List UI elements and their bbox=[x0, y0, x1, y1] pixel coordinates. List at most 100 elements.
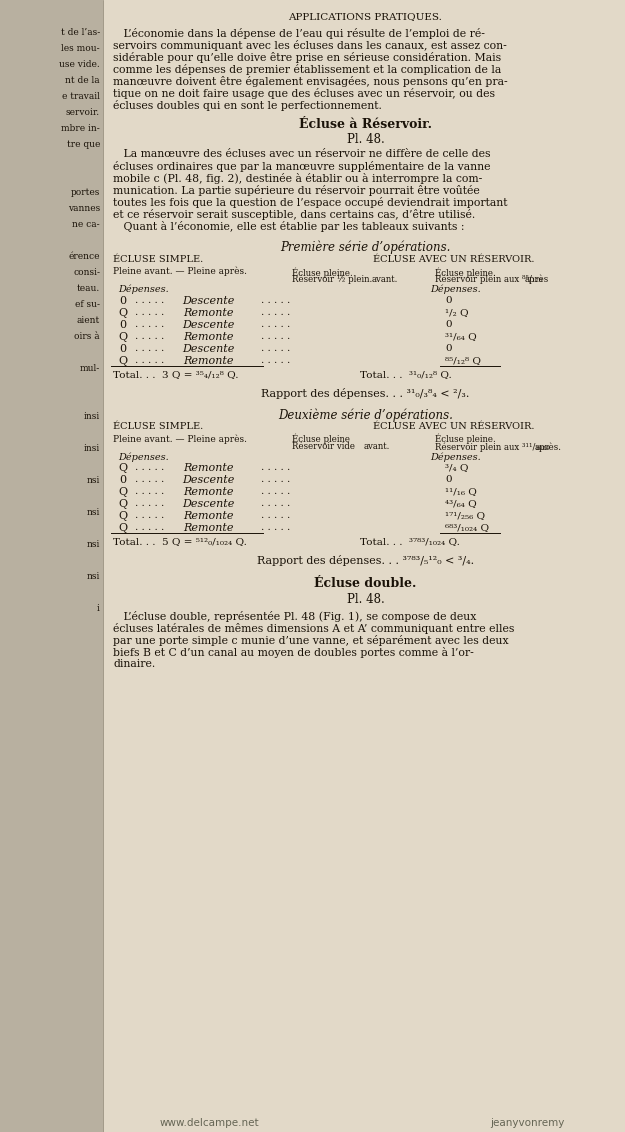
Text: Pl. 48.: Pl. 48. bbox=[347, 132, 384, 146]
Text: Dépenses.: Dépenses. bbox=[430, 452, 481, 462]
Text: ÉCLUSE AVEC UN RÉSERVOIR.: ÉCLUSE AVEC UN RÉSERVOIR. bbox=[373, 255, 535, 264]
Text: . . . . .: . . . . . bbox=[135, 511, 164, 520]
Text: ÉCLUSE AVEC UN RÉSERVOIR.: ÉCLUSE AVEC UN RÉSERVOIR. bbox=[373, 422, 535, 431]
Text: jeanyvonremy: jeanyvonremy bbox=[490, 1118, 564, 1127]
Text: ¹/₂ Q: ¹/₂ Q bbox=[445, 308, 469, 317]
Text: toutes les fois que la question de l’espace occupé deviendrait important: toutes les fois que la question de l’esp… bbox=[113, 197, 508, 208]
Text: 0: 0 bbox=[119, 295, 126, 306]
Text: . . . . .: . . . . . bbox=[135, 295, 164, 305]
Bar bbox=[0, 0, 103, 1132]
Text: Descente: Descente bbox=[182, 499, 234, 509]
Text: teau.: teau. bbox=[77, 284, 100, 293]
Text: Total. . .  ³⁷⁸³/₁₀₂₄ Q.: Total. . . ³⁷⁸³/₁₀₂₄ Q. bbox=[360, 537, 460, 546]
Text: . . . . .: . . . . . bbox=[261, 487, 290, 496]
Text: Pl. 48.: Pl. 48. bbox=[347, 593, 384, 606]
Text: sidérable pour qu’elle doive être prise en sérieuse considération. Mais: sidérable pour qu’elle doive être prise … bbox=[113, 52, 501, 63]
Text: Réservoir plein aux ⁸⁵/₁₂₈: Réservoir plein aux ⁸⁵/₁₂₈ bbox=[435, 275, 542, 284]
Text: Remonte: Remonte bbox=[182, 463, 233, 473]
Text: L’écluse double, représentée Pl. 48 (Fig. 1), se compose de deux: L’écluse double, représentée Pl. 48 (Fig… bbox=[113, 611, 476, 621]
Text: 0: 0 bbox=[445, 320, 452, 329]
Text: . . . . .: . . . . . bbox=[135, 344, 164, 353]
Text: . . . . .: . . . . . bbox=[261, 320, 290, 329]
Text: vannes: vannes bbox=[68, 204, 100, 213]
Text: Écluse double.: Écluse double. bbox=[314, 577, 417, 590]
Text: Q: Q bbox=[119, 499, 127, 509]
Text: mobile c (Pl. 48, fig. 2), destinée à établir ou à interrompre la com-: mobile c (Pl. 48, fig. 2), destinée à ét… bbox=[113, 173, 482, 185]
Text: . . . . .: . . . . . bbox=[261, 475, 290, 484]
Text: . . . . .: . . . . . bbox=[135, 475, 164, 484]
Text: t de l’as-: t de l’as- bbox=[61, 28, 100, 37]
Text: ⁴³/₆₄ Q: ⁴³/₆₄ Q bbox=[445, 499, 477, 508]
Text: Réservoir vide: Réservoir vide bbox=[292, 441, 355, 451]
Text: servoirs communiquant avec les écluses dans les canaux, est assez con-: servoirs communiquant avec les écluses d… bbox=[113, 40, 507, 51]
Text: par une porte simple c munie d’une vanne, et séparément avec les deux: par une porte simple c munie d’une vanne… bbox=[113, 635, 509, 646]
Text: ÉCLUSE SIMPLE.: ÉCLUSE SIMPLE. bbox=[113, 255, 203, 264]
Text: use vide.: use vide. bbox=[59, 60, 100, 69]
Text: Écluse à Réservoir.: Écluse à Réservoir. bbox=[299, 118, 432, 131]
Bar bbox=[103, 0, 625, 1132]
Text: ⁸⁵/₁₂⁸ Q: ⁸⁵/₁₂⁸ Q bbox=[445, 355, 481, 365]
Text: Rapport des dépenses. . . ³⁷⁸³/₅¹²₀ < ³/₄.: Rapport des dépenses. . . ³⁷⁸³/₅¹²₀ < ³/… bbox=[257, 555, 474, 566]
Text: 0: 0 bbox=[445, 475, 452, 484]
Text: 0: 0 bbox=[445, 344, 452, 353]
Text: La manœuvre des écluses avec un réservoir ne diffère de celle des: La manœuvre des écluses avec un réservoi… bbox=[113, 149, 491, 158]
Text: après.: après. bbox=[535, 441, 562, 452]
Text: les mou-: les mou- bbox=[61, 44, 100, 53]
Text: mbre in-: mbre in- bbox=[61, 125, 100, 132]
Text: . . . . .: . . . . . bbox=[261, 332, 290, 341]
Text: tre que: tre que bbox=[67, 140, 100, 149]
Text: Q: Q bbox=[119, 332, 127, 342]
Text: manœuvre doivent être également envisagées, nous pensons qu’en pra-: manœuvre doivent être également envisagé… bbox=[113, 76, 508, 87]
Text: 0: 0 bbox=[119, 320, 126, 331]
Text: Total. . .  ³¹₀/₁₂⁸ Q.: Total. . . ³¹₀/₁₂⁸ Q. bbox=[360, 370, 452, 379]
Text: 0: 0 bbox=[119, 344, 126, 354]
Text: . . . . .: . . . . . bbox=[135, 499, 164, 508]
Text: Remonte: Remonte bbox=[182, 355, 233, 366]
Text: ⁶⁸³/₁₀₂₄ Q: ⁶⁸³/₁₀₂₄ Q bbox=[445, 523, 489, 532]
Text: Réservoir plein aux ³¹¹/₁₀₂₄: Réservoir plein aux ³¹¹/₁₀₂₄ bbox=[435, 441, 549, 452]
Text: . . . . .: . . . . . bbox=[135, 320, 164, 329]
Text: . . . . .: . . . . . bbox=[135, 308, 164, 317]
Text: Remonte: Remonte bbox=[182, 523, 233, 533]
Text: . . . . .: . . . . . bbox=[261, 308, 290, 317]
Text: . . . . .: . . . . . bbox=[261, 499, 290, 508]
Text: . . . . .: . . . . . bbox=[261, 463, 290, 472]
Text: Q: Q bbox=[119, 308, 127, 318]
Text: Dépenses.: Dépenses. bbox=[430, 285, 481, 294]
Text: Total. . .  5 Q = ⁵¹²₀/₁₀₂₄ Q.: Total. . . 5 Q = ⁵¹²₀/₁₀₂₄ Q. bbox=[113, 537, 247, 546]
Text: Première série d’opérations.: Première série d’opérations. bbox=[280, 241, 451, 255]
Text: Descente: Descente bbox=[182, 344, 234, 354]
Text: Écluse pleine.: Écluse pleine. bbox=[435, 267, 496, 277]
Text: nt de la: nt de la bbox=[66, 76, 100, 85]
Text: ne ca-: ne ca- bbox=[72, 220, 100, 229]
Text: . . . . .: . . . . . bbox=[261, 511, 290, 520]
Text: après: après bbox=[525, 275, 549, 284]
Text: Q: Q bbox=[119, 487, 127, 497]
Text: L’économie dans la dépense de l’eau qui résulte de l’emploi de ré-: L’économie dans la dépense de l’eau qui … bbox=[113, 28, 485, 38]
Text: avant.: avant. bbox=[364, 441, 391, 451]
Text: Quant à l’économie, elle est établie par les tableaux suivants :: Quant à l’économie, elle est établie par… bbox=[113, 221, 464, 232]
Text: Descente: Descente bbox=[182, 320, 234, 331]
Text: ¹⁷¹/₂₅₆ Q: ¹⁷¹/₂₅₆ Q bbox=[445, 511, 485, 520]
Text: Dépenses.: Dépenses. bbox=[118, 452, 169, 462]
Text: écluses doubles qui en sont le perfectionnement.: écluses doubles qui en sont le perfectio… bbox=[113, 100, 382, 111]
Text: e travail: e travail bbox=[62, 92, 100, 101]
Text: 0: 0 bbox=[119, 475, 126, 484]
Text: écluses ordinaires que par la manœuvre supplémentaire de la vanne: écluses ordinaires que par la manœuvre s… bbox=[113, 161, 491, 172]
Text: Total. . .  3 Q = ³⁵₄/₁₂⁸ Q.: Total. . . 3 Q = ³⁵₄/₁₂⁸ Q. bbox=[113, 370, 239, 379]
Text: Descente: Descente bbox=[182, 295, 234, 306]
Text: Remonte: Remonte bbox=[182, 511, 233, 521]
Text: . . . . .: . . . . . bbox=[261, 523, 290, 532]
Text: tique on ne doit faire usage que des écluses avec un réservoir, ou des: tique on ne doit faire usage que des écl… bbox=[113, 88, 495, 98]
Text: consi-: consi- bbox=[73, 268, 100, 277]
Text: Q: Q bbox=[119, 463, 127, 473]
Text: nsi: nsi bbox=[87, 572, 100, 581]
Text: . . . . .: . . . . . bbox=[135, 355, 164, 365]
Text: . . . . .: . . . . . bbox=[135, 332, 164, 341]
Text: . . . . .: . . . . . bbox=[261, 295, 290, 305]
Text: Pleine avant. — Pleine après.: Pleine avant. — Pleine après. bbox=[113, 434, 247, 444]
Text: aient: aient bbox=[77, 316, 100, 325]
Text: . . . . .: . . . . . bbox=[135, 463, 164, 472]
Text: ³/₄ Q: ³/₄ Q bbox=[445, 463, 469, 472]
Text: i: i bbox=[97, 604, 100, 614]
